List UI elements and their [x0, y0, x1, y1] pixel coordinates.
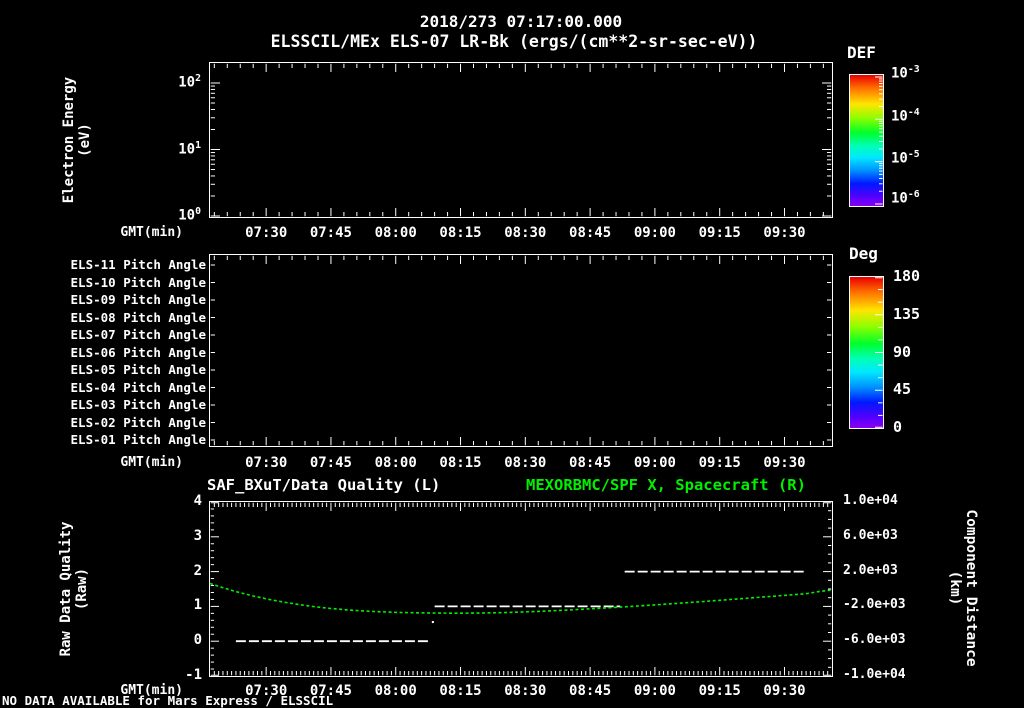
time-tick-label: 09:30	[763, 683, 806, 699]
panel3-left-title: SAF_BXuT/Data Quality (L)	[207, 476, 441, 494]
component-distance-axis-label-line1: Component Distance	[963, 509, 979, 667]
time-tick-label: 07:30	[245, 683, 288, 699]
def-colorbar	[849, 74, 884, 207]
distance-tick-label: -1.0e+04	[843, 667, 906, 682]
distance-tick-label: 6.0e+03	[843, 527, 898, 543]
no-data-message: NO DATA AVAILABLE for Mars Express / ELS…	[2, 693, 334, 708]
deg-colorbar-tick-label: 135	[893, 304, 921, 323]
time-tick-label: 09:15	[698, 225, 741, 241]
quality-tick-label: -1	[185, 667, 202, 683]
raw-quality-axis-label-line1: Raw Data Quality	[58, 521, 74, 657]
time-tick-label: 08:45	[569, 455, 612, 471]
def-colorbar-tick-label: 10-4	[891, 107, 920, 125]
deg-colorbar-ticks	[875, 277, 883, 428]
els-row-label: ELS-01 Pitch Angle	[70, 432, 206, 447]
spectrogram-ticks	[210, 63, 832, 217]
def-colorbar-tick-label: 10-5	[891, 149, 920, 167]
deg-colorbar-tick-label: 180	[893, 267, 921, 285]
time-tick-label: 07:45	[309, 683, 352, 699]
def-colorbar-tick-label: 10-6	[891, 189, 920, 207]
quality-tick-label: 2	[193, 562, 202, 579]
time-tick-label: 07:45	[309, 225, 352, 241]
page-title: 2018/273 07:17:00.000	[419, 12, 623, 31]
time-tick-label: 08:45	[569, 683, 612, 699]
def-colorbar-ticks	[875, 76, 883, 205]
els-row-label: ELS-03 Pitch Angle	[70, 397, 206, 412]
deg-colorbar-tick-label: 90	[893, 342, 912, 361]
raw-quality-axis-label-line2: (Raw)	[74, 567, 90, 611]
els-row-label: ELS-02 Pitch Angle	[70, 414, 206, 430]
component-distance-axis-label-line2: (km)	[947, 570, 963, 606]
distance-tick-label: 1.0e+04	[843, 493, 898, 508]
els-row-label: ELS-04 Pitch Angle	[70, 379, 206, 395]
gmt-axis-label-3: GMT(min)	[120, 683, 183, 698]
time-tick-label: 08:00	[374, 683, 417, 699]
time-tick-label: 09:00	[633, 683, 676, 699]
def-colorbar-tick-label: 10-3	[891, 64, 920, 82]
energy-tick-label: 101	[178, 140, 201, 158]
time-tick-label: 08:45	[569, 225, 612, 241]
time-tick-label: 07:30	[245, 225, 288, 241]
def-colorbar-gradient	[850, 75, 883, 206]
electron-energy-axis-label-line1: Electron Energy	[61, 76, 77, 204]
time-tick-label: 07:45	[309, 455, 352, 471]
quality-tick-label: 3	[193, 527, 202, 544]
time-tick-label: 07:30	[245, 455, 288, 471]
energy-tick-label: 102	[178, 73, 201, 91]
distance-tick-label: 2.0e+03	[843, 562, 898, 578]
time-tick-label: 08:00	[374, 455, 417, 471]
time-tick-label: 08:00	[374, 225, 417, 241]
quality-tick-label: 1	[193, 597, 202, 614]
time-tick-label: 08:30	[504, 225, 547, 241]
els-row-label: ELS-05 Pitch Angle	[70, 362, 206, 377]
deg-colorbar-tick-label: 45	[893, 380, 912, 399]
distance-tick-label: -6.0e+03	[843, 632, 906, 648]
distance-tick-label: -2.0e+03	[843, 597, 906, 613]
time-tick-label: 08:30	[504, 455, 547, 471]
els-row-label: ELS-11 Pitch Angle	[70, 257, 206, 272]
els-row-label: ELS-08 Pitch Angle	[70, 309, 206, 325]
gmt-axis-label-2: GMT(min)	[120, 455, 183, 470]
spectrogram-panel	[209, 62, 833, 218]
time-tick-label: 08:15	[439, 455, 482, 471]
time-tick-label: 09:15	[698, 683, 741, 699]
pitch-angle-ticks	[210, 255, 832, 446]
els-row-label: ELS-10 Pitch Angle	[70, 274, 206, 290]
electron-energy-axis-label-line2: (eV)	[77, 123, 93, 157]
time-tick-label: 08:30	[504, 683, 547, 699]
time-tick-label: 09:15	[698, 455, 741, 471]
time-tick-label: 08:15	[439, 225, 482, 241]
quality-distance-plot	[210, 502, 832, 676]
panel3-right-title: MEXORBMC/SPF X, Spacecraft (R)	[526, 476, 806, 494]
gmt-axis-label-1: GMT(min)	[120, 225, 183, 240]
def-colorbar-title: DEF	[847, 43, 876, 62]
quality-distance-panel	[209, 501, 833, 677]
energy-tick-label: 100	[178, 206, 201, 224]
time-tick-label: 09:00	[633, 455, 676, 471]
time-tick-label: 09:30	[763, 455, 806, 471]
pitch-angle-panel	[209, 254, 833, 447]
time-tick-label: 09:30	[763, 225, 806, 241]
quality-tick-label: 4	[193, 493, 202, 509]
page-subtitle: ELSSCIL/MEx ELS-07 LR-Bk (ergs/(cm**2-sr…	[270, 32, 758, 51]
time-tick-label: 09:00	[633, 225, 676, 241]
deg-colorbar-title: Deg	[849, 244, 878, 263]
els-row-label: ELS-09 Pitch Angle	[70, 292, 206, 307]
time-tick-label: 08:15	[439, 683, 482, 699]
deg-colorbar-tick-label: 0	[893, 418, 903, 436]
quality-tick-label: 0	[193, 632, 202, 649]
els-row-label: ELS-06 Pitch Angle	[70, 344, 206, 360]
els-row-label: ELS-07 Pitch Angle	[70, 327, 206, 342]
